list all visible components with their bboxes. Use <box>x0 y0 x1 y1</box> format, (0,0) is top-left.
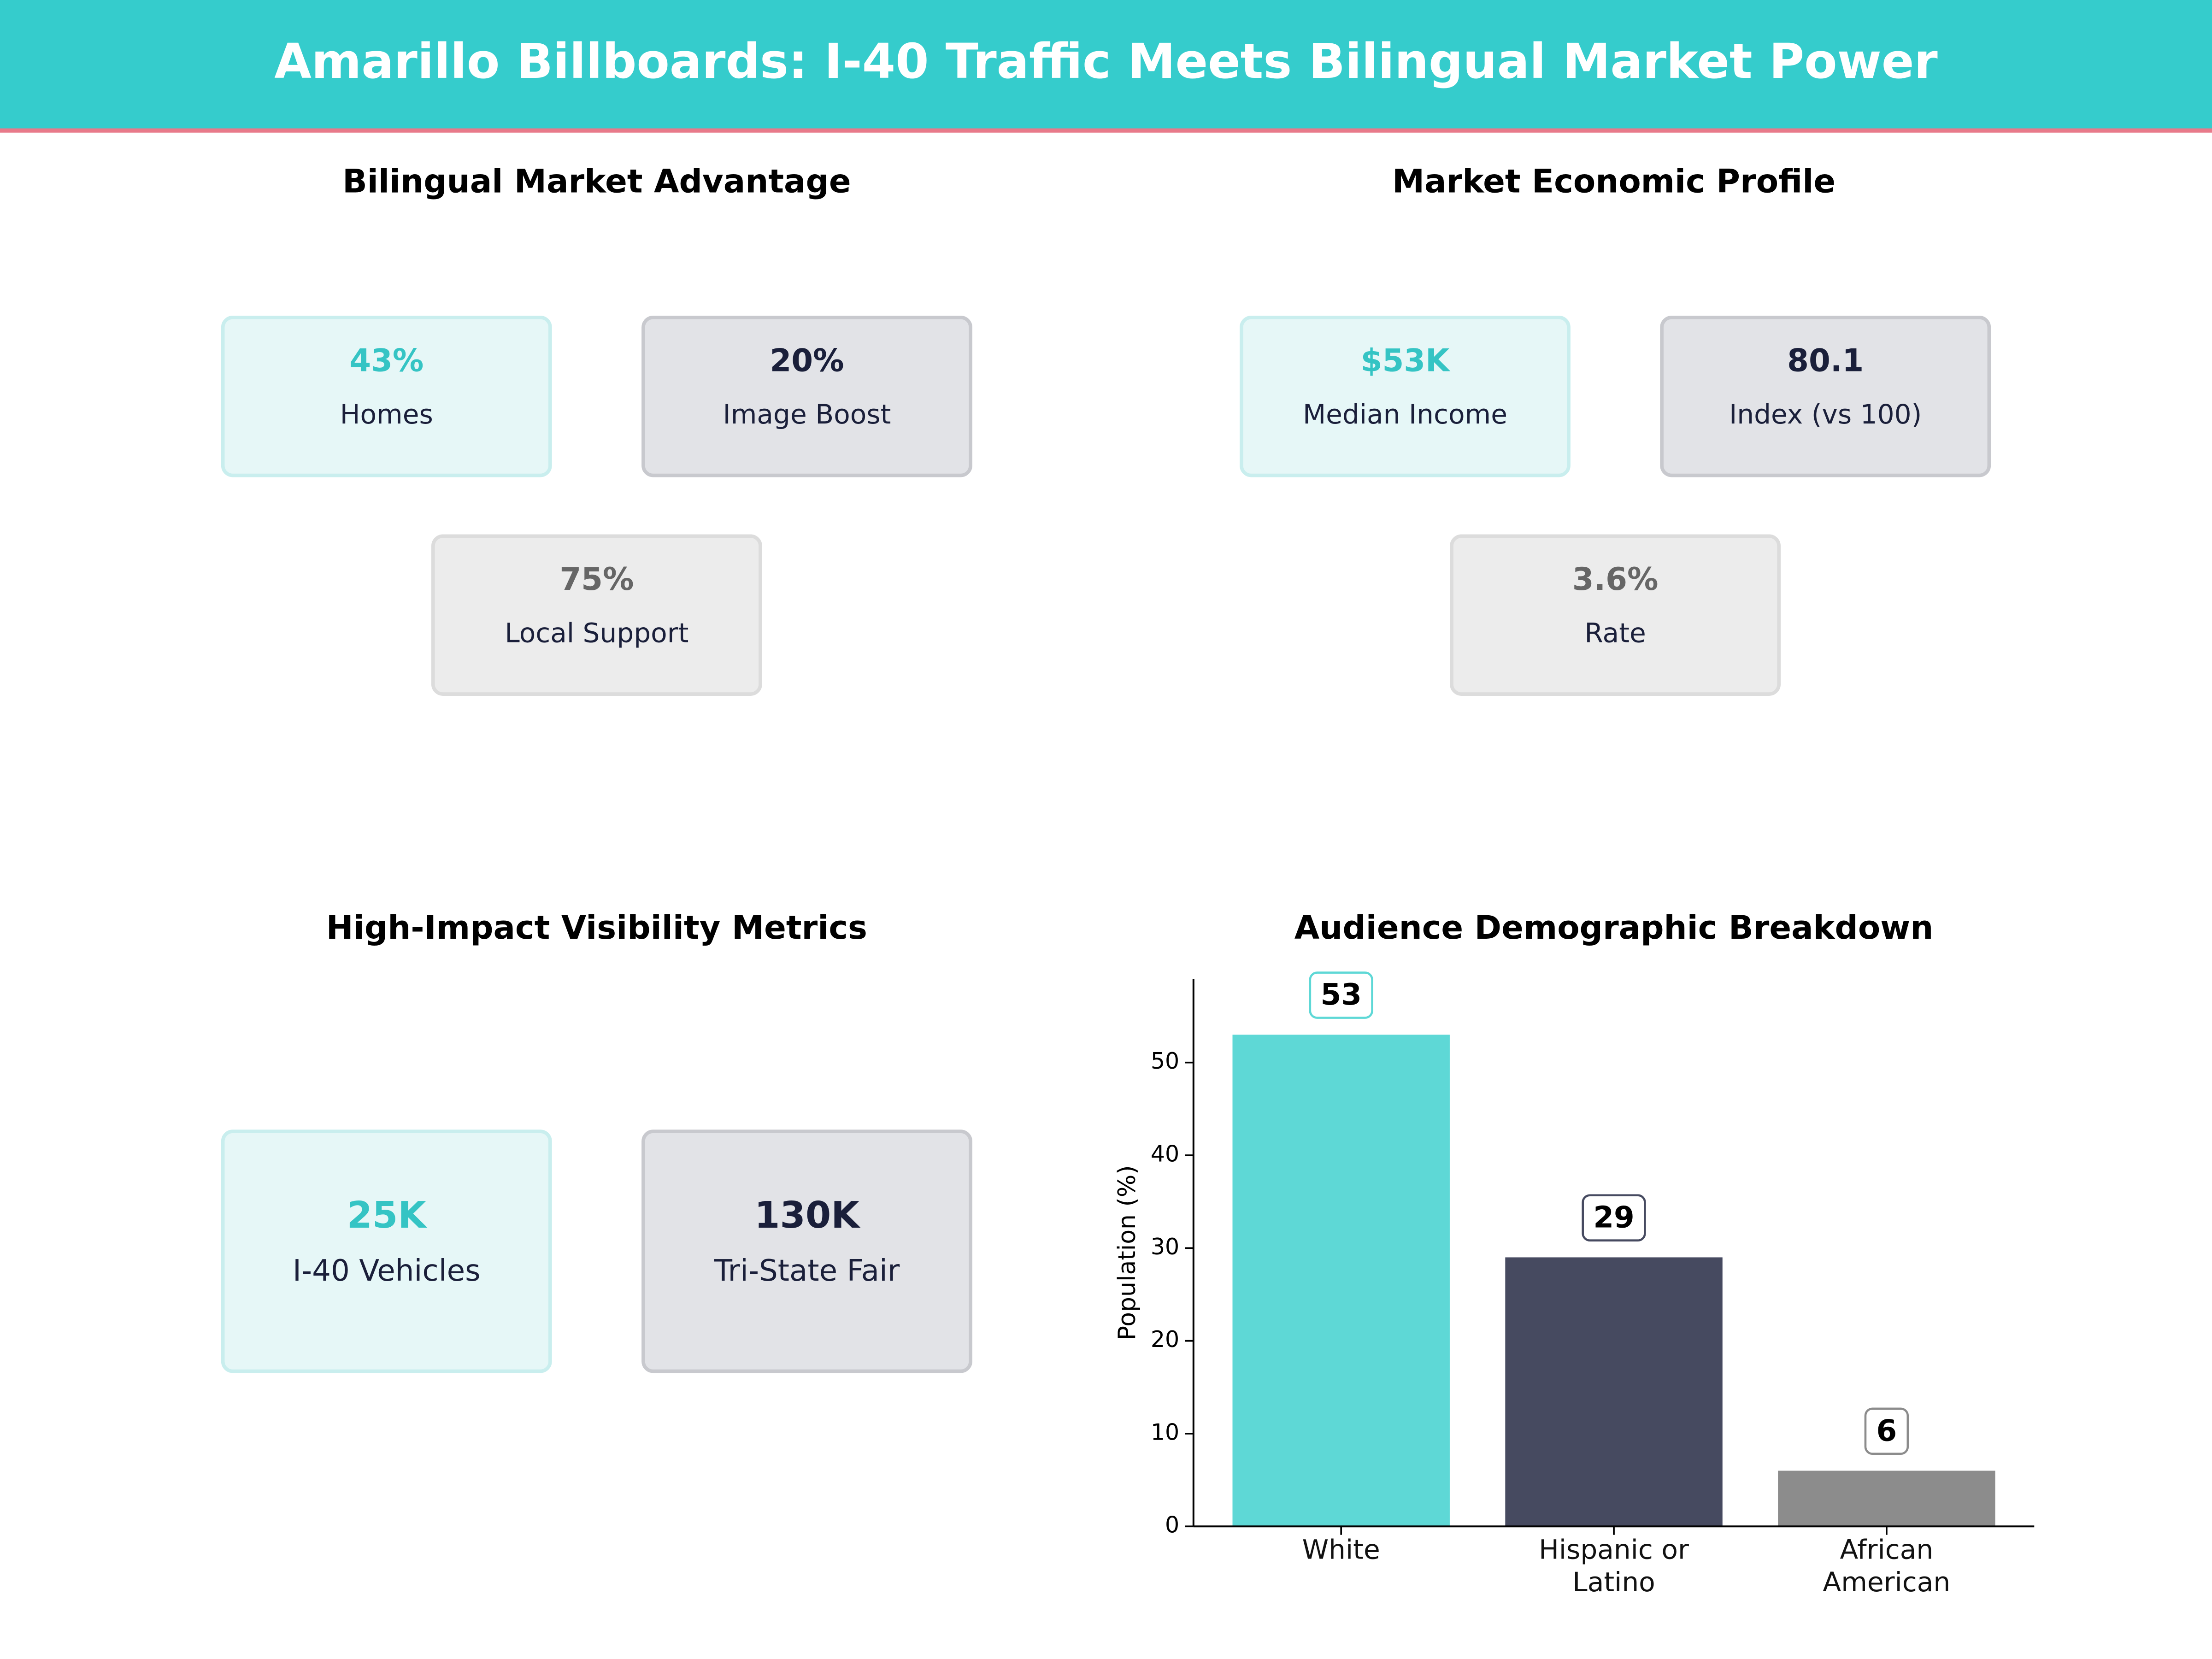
kpi-card <box>641 1130 972 1373</box>
value-label: 53 <box>1320 977 1361 1012</box>
x-tick-label: African American <box>1823 1535 1951 1599</box>
kpi-value: 130K <box>754 1194 861 1236</box>
y-tick-label: 40 <box>1151 1141 1179 1167</box>
bar <box>1505 1257 1723 1527</box>
kpi-card <box>641 315 972 477</box>
panel-title: Bilingual Market Advantage <box>342 162 851 200</box>
kpi-card <box>431 534 762 696</box>
y-axis-label: Population (%) <box>1113 1165 1141 1340</box>
value-label-box <box>1582 1194 1646 1241</box>
y-tick-label: 20 <box>1151 1326 1179 1353</box>
x-tick-label-box: African American <box>1823 1535 1951 1599</box>
kpi-value: 3.6% <box>1572 561 1659 597</box>
bar <box>1778 1471 1995 1527</box>
kpi-label: Tri-State Fair <box>714 1253 900 1288</box>
y-tick-label: 50 <box>1151 1048 1179 1074</box>
x-tick-label-box: Hispanic or Latino <box>1539 1535 1689 1599</box>
kpi-value: 43% <box>349 342 424 378</box>
y-tick-label: 0 <box>1165 1512 1179 1538</box>
kpi-label: Image Boost <box>723 399 891 430</box>
y-tick-label: 30 <box>1151 1234 1179 1260</box>
kpi-card <box>1660 315 1991 477</box>
x-tick-label-box: White <box>1302 1535 1380 1566</box>
kpi-label: I-40 Vehicles <box>293 1253 481 1288</box>
kpi-value: 75% <box>559 561 634 597</box>
kpi-value: 20% <box>770 342 844 378</box>
kpi-card <box>1240 315 1571 477</box>
page-title: Amarillo Billboards: I-40 Traffic Meets … <box>274 33 1938 89</box>
kpi-value: 80.1 <box>1787 342 1864 378</box>
kpi-label: Rate <box>1584 618 1646 649</box>
value-label: 6 <box>1877 1413 1897 1448</box>
value-label-box <box>1309 971 1373 1019</box>
kpi-value: 25K <box>347 1194 428 1236</box>
value-label: 29 <box>1593 1200 1634 1235</box>
kpi-card <box>221 315 552 477</box>
kpi-value: $53K <box>1361 342 1451 378</box>
y-tick-label: 10 <box>1151 1419 1179 1445</box>
kpi-label: Homes <box>340 399 433 430</box>
kpi-label: Median Income <box>1303 399 1507 430</box>
kpi-label: Index (vs 100) <box>1729 399 1922 430</box>
x-tick-label: White <box>1302 1535 1380 1566</box>
x-tick-label: Hispanic or Latino <box>1539 1535 1689 1599</box>
header-bar <box>0 0 2212 130</box>
panel-title: Market Economic Profile <box>1392 162 1835 200</box>
bar <box>1232 1035 1450 1527</box>
value-label-box <box>1864 1407 1909 1455</box>
chart-title: Audience Demographic Breakdown <box>1294 909 1934 947</box>
panel-title: High-Impact Visibility Metrics <box>326 909 867 947</box>
kpi-label: Local Support <box>505 618 688 649</box>
kpi-card <box>221 1130 552 1373</box>
header-rule <box>0 128 2212 133</box>
kpi-card <box>1450 534 1781 696</box>
